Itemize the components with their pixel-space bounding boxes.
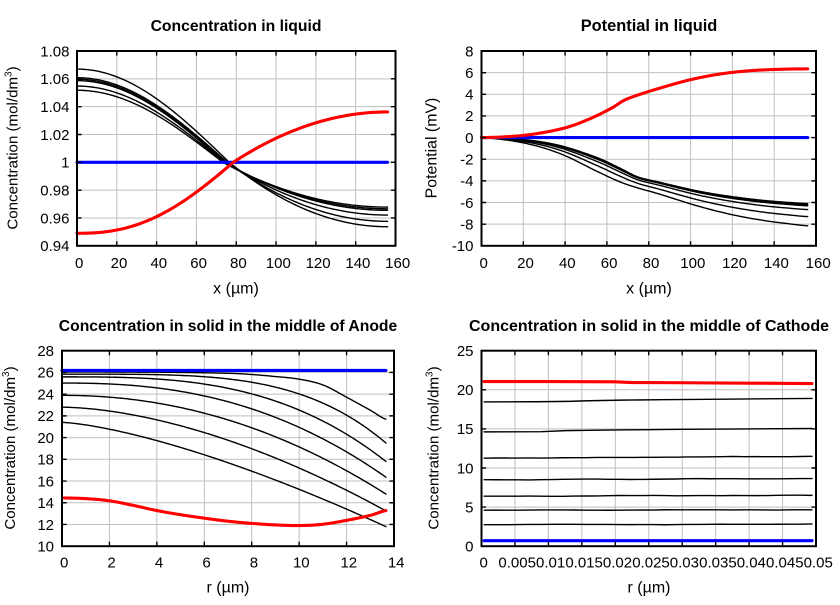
svg-text:-2: -2 [460, 152, 473, 169]
svg-text:12: 12 [340, 555, 357, 572]
svg-text:Potential (mV): Potential (mV) [424, 98, 441, 199]
svg-text:140: 140 [345, 255, 370, 272]
svg-text:40: 40 [559, 255, 576, 272]
svg-text:Potential in liquid: Potential in liquid [581, 17, 718, 35]
svg-text:6: 6 [202, 555, 210, 572]
svg-text:160: 160 [385, 255, 410, 272]
svg-text:14: 14 [388, 555, 405, 572]
svg-text:1.02: 1.02 [40, 127, 69, 144]
svg-text:140: 140 [764, 255, 789, 272]
svg-text:80: 80 [643, 255, 660, 272]
svg-text:0.045: 0.045 [766, 555, 804, 572]
svg-text:1: 1 [61, 155, 69, 172]
svg-text:120: 120 [722, 255, 747, 272]
svg-text:0: 0 [75, 255, 83, 272]
svg-text:20: 20 [457, 382, 474, 399]
svg-text:1.08: 1.08 [40, 43, 69, 60]
svg-text:5: 5 [465, 499, 473, 516]
svg-text:4: 4 [465, 87, 473, 104]
svg-text:1.06: 1.06 [40, 71, 69, 88]
svg-text:60: 60 [601, 255, 618, 272]
svg-text:x (µm): x (µm) [213, 281, 259, 298]
svg-text:15: 15 [457, 421, 474, 438]
svg-text:160: 160 [806, 255, 831, 272]
svg-text:Concentration (mol/dm3): Concentration (mol/dm3) [1, 366, 19, 529]
svg-text:0: 0 [465, 130, 473, 147]
svg-text:14: 14 [37, 495, 54, 512]
svg-text:20: 20 [517, 255, 534, 272]
svg-text:4: 4 [155, 555, 163, 572]
svg-text:22: 22 [37, 408, 54, 425]
svg-text:10: 10 [293, 555, 310, 572]
svg-text:28: 28 [37, 343, 54, 360]
svg-text:2: 2 [107, 555, 115, 572]
svg-text:8: 8 [465, 43, 473, 60]
svg-text:Concentration (mol/dm3): Concentration (mol/dm3) [424, 366, 442, 529]
svg-text:100: 100 [680, 255, 705, 272]
svg-text:25: 25 [457, 343, 474, 360]
svg-text:0.03: 0.03 [670, 555, 699, 572]
svg-text:0.04: 0.04 [737, 555, 766, 572]
svg-text:Concentration in solid in the: Concentration in solid in the middle of … [469, 318, 829, 335]
svg-text:10: 10 [457, 460, 474, 477]
svg-text:-10: -10 [452, 238, 474, 255]
svg-text:12: 12 [37, 517, 54, 534]
svg-text:x (µm): x (µm) [626, 281, 672, 298]
svg-text:0.015: 0.015 [565, 555, 603, 572]
svg-text:-6: -6 [460, 195, 473, 212]
svg-text:18: 18 [37, 452, 54, 469]
svg-text:Concentration (mol/dm3): Concentration (mol/dm3) [3, 66, 21, 229]
svg-text:26: 26 [37, 365, 54, 382]
svg-text:0.02: 0.02 [603, 555, 632, 572]
svg-text:0.01: 0.01 [536, 555, 565, 572]
svg-text:8: 8 [250, 555, 258, 572]
svg-text:r (µm): r (µm) [207, 580, 250, 597]
svg-text:2: 2 [465, 108, 473, 125]
svg-text:24: 24 [37, 386, 54, 403]
svg-text:6: 6 [465, 65, 473, 82]
svg-text:-4: -4 [460, 173, 473, 190]
svg-text:0.05: 0.05 [804, 555, 833, 572]
svg-text:Concentration in solid in the: Concentration in solid in the middle of … [59, 318, 398, 335]
svg-text:20: 20 [37, 430, 54, 447]
svg-text:0.94: 0.94 [40, 238, 69, 255]
svg-text:0.96: 0.96 [40, 210, 69, 227]
svg-text:80: 80 [230, 255, 247, 272]
svg-text:120: 120 [306, 255, 331, 272]
svg-text:0.035: 0.035 [699, 555, 737, 572]
svg-text:0: 0 [60, 555, 68, 572]
svg-text:0: 0 [480, 555, 488, 572]
svg-text:10: 10 [37, 539, 54, 556]
svg-text:-8: -8 [460, 217, 473, 234]
svg-text:0: 0 [480, 255, 488, 272]
svg-text:0: 0 [465, 539, 473, 556]
svg-text:Concentration in liquid: Concentration in liquid [151, 18, 322, 35]
svg-text:100: 100 [266, 255, 291, 272]
svg-text:40: 40 [150, 255, 167, 272]
svg-text:0.025: 0.025 [632, 555, 670, 572]
svg-text:0.98: 0.98 [40, 182, 69, 199]
svg-text:60: 60 [190, 255, 207, 272]
svg-text:0.005: 0.005 [498, 555, 536, 572]
svg-text:16: 16 [37, 473, 54, 490]
svg-text:r (µm): r (µm) [628, 580, 671, 597]
svg-text:1.04: 1.04 [40, 99, 69, 116]
svg-text:20: 20 [111, 255, 128, 272]
